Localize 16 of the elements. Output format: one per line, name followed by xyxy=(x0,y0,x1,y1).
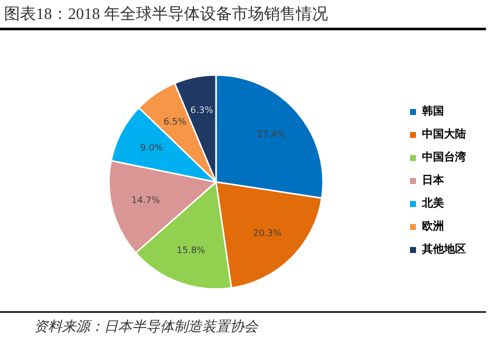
data-label: 9.0% xyxy=(140,144,164,154)
chart-title: 图表18：2018 年全球半导体设备市场销售情况 xyxy=(4,5,328,23)
data-label: 27.4% xyxy=(256,130,286,140)
legend-label: 中国台湾 xyxy=(422,150,467,164)
text: 资料来源：日本半导体制造装置协会 xyxy=(34,319,259,335)
data-label: 14.7% xyxy=(131,196,160,206)
data-label: 6.5% xyxy=(163,117,187,128)
legend-label: 欧洲 xyxy=(422,220,444,233)
legend-label: 中国大陆 xyxy=(422,128,466,141)
legend-label: 北美 xyxy=(421,196,444,210)
data-label: 6.3% xyxy=(190,106,214,116)
legend-label: 韩国 xyxy=(421,104,444,118)
legend-label: 其他地区 xyxy=(421,242,466,256)
data-label: 15.8% xyxy=(176,246,206,256)
data-label: 20.3% xyxy=(252,229,282,240)
legend-label: 日本 xyxy=(422,174,445,187)
